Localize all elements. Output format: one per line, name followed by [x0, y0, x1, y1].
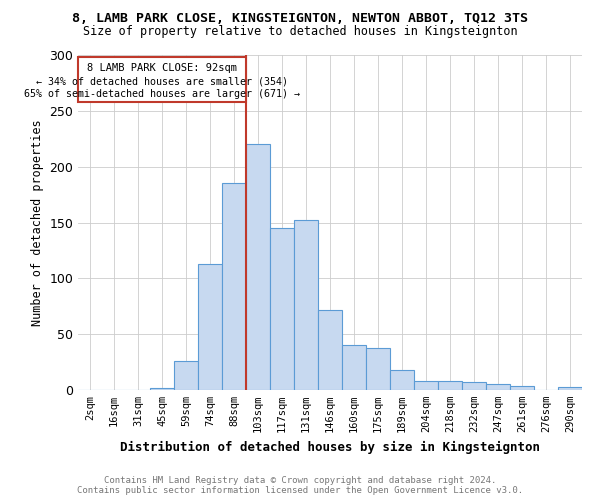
Bar — [486, 384, 510, 390]
Bar — [438, 381, 462, 390]
Bar — [510, 386, 534, 390]
Bar — [174, 361, 198, 390]
Bar — [390, 370, 414, 390]
Bar — [558, 386, 582, 390]
Bar — [270, 228, 294, 390]
Bar — [222, 184, 246, 390]
Text: 65% of semi-detached houses are larger (671) →: 65% of semi-detached houses are larger (… — [24, 90, 300, 100]
Bar — [462, 382, 486, 390]
Bar — [294, 220, 318, 390]
Text: 8, LAMB PARK CLOSE, KINGSTEIGNTON, NEWTON ABBOT, TQ12 3TS: 8, LAMB PARK CLOSE, KINGSTEIGNTON, NEWTO… — [72, 12, 528, 26]
Bar — [198, 264, 222, 390]
Bar — [318, 310, 342, 390]
Text: 8 LAMB PARK CLOSE: 92sqm: 8 LAMB PARK CLOSE: 92sqm — [87, 64, 237, 74]
Text: Contains HM Land Registry data © Crown copyright and database right 2024.: Contains HM Land Registry data © Crown c… — [104, 476, 496, 485]
X-axis label: Distribution of detached houses by size in Kingsteignton: Distribution of detached houses by size … — [120, 440, 540, 454]
Bar — [414, 381, 438, 390]
Bar — [366, 348, 390, 390]
Y-axis label: Number of detached properties: Number of detached properties — [31, 119, 44, 326]
Text: ← 34% of detached houses are smaller (354): ← 34% of detached houses are smaller (35… — [36, 77, 288, 87]
Bar — [150, 388, 174, 390]
Bar — [342, 346, 366, 390]
Text: Size of property relative to detached houses in Kingsteignton: Size of property relative to detached ho… — [83, 25, 517, 38]
Bar — [246, 144, 270, 390]
Text: Contains public sector information licensed under the Open Government Licence v3: Contains public sector information licen… — [77, 486, 523, 495]
Bar — [78, 57, 246, 102]
